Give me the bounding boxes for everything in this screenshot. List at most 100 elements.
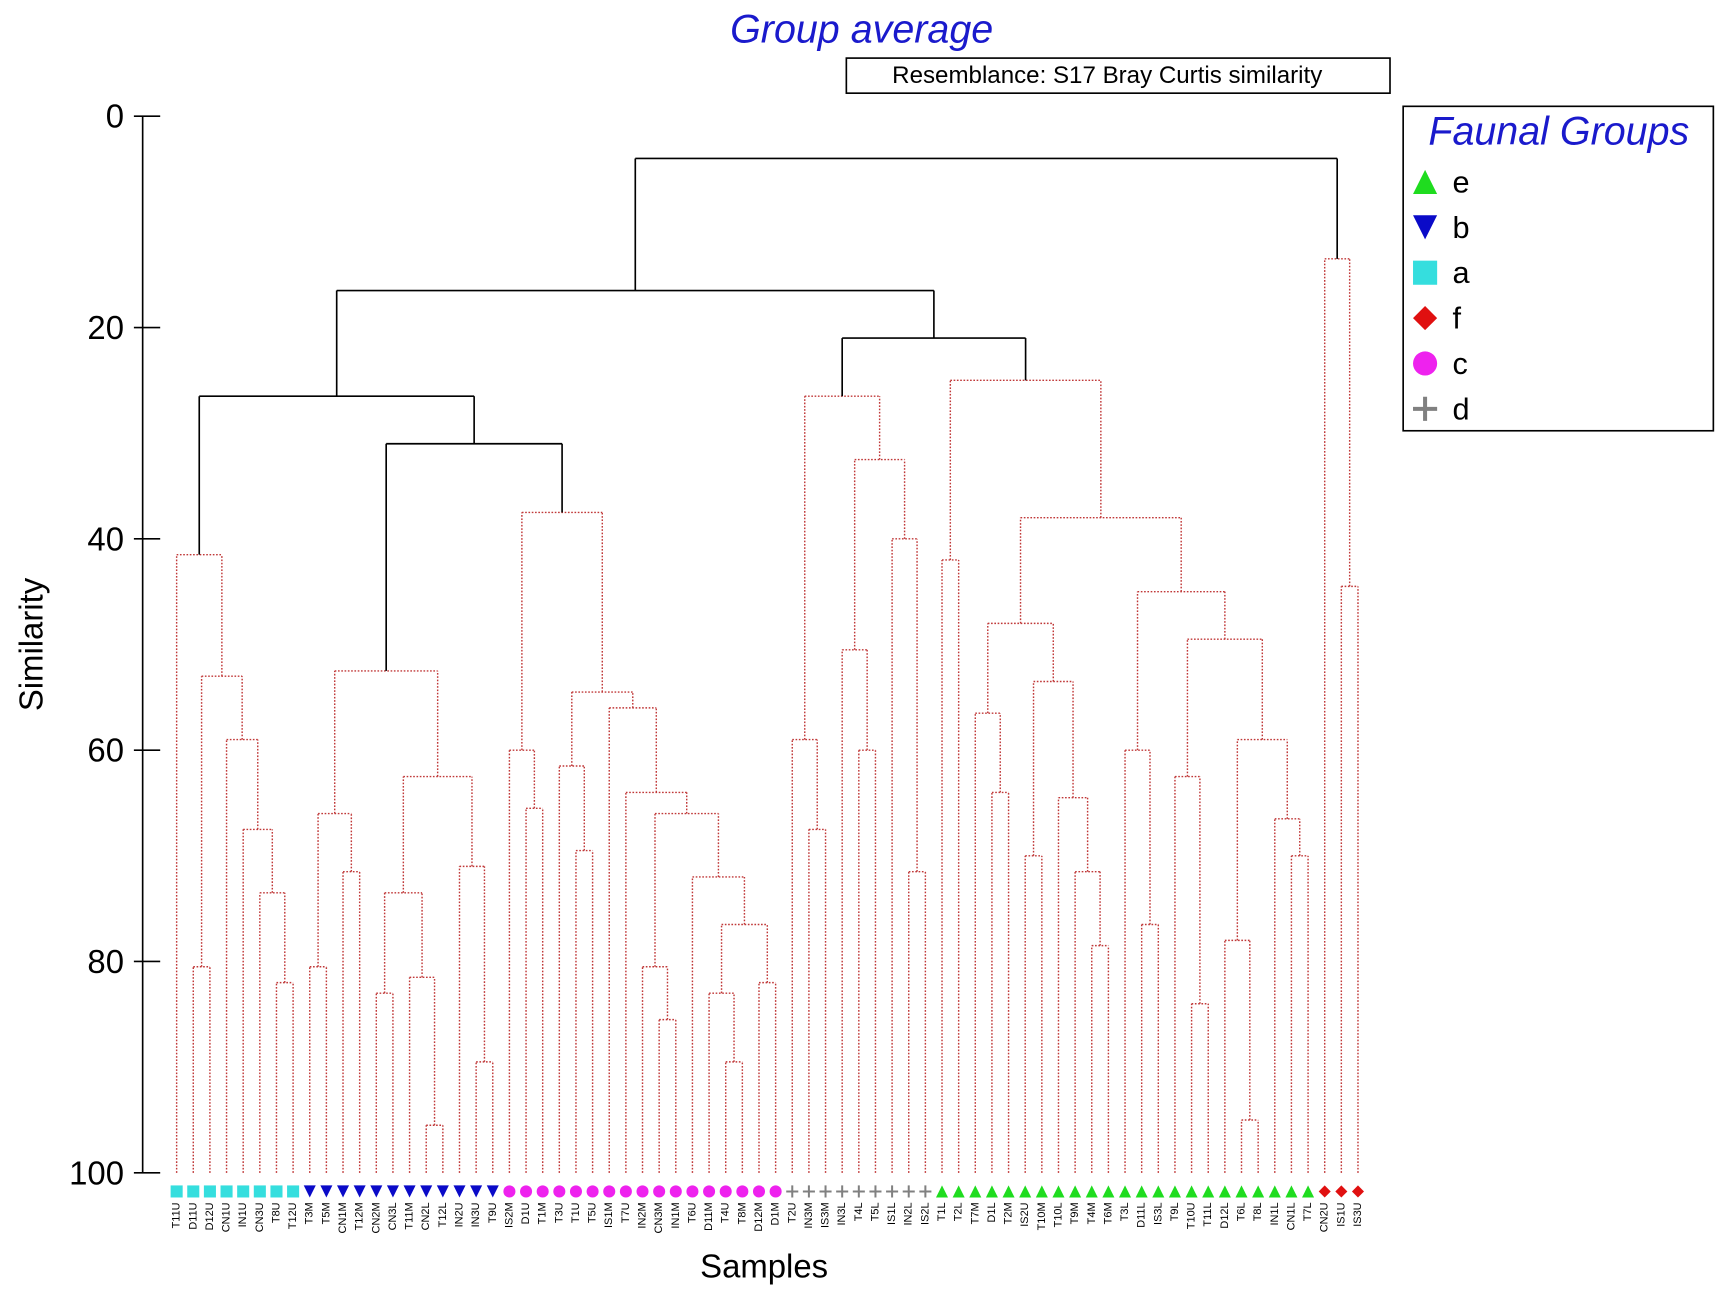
marker [1318, 1185, 1331, 1198]
leaf-label: IS3U [1352, 1202, 1364, 1226]
y-tick-label: 100 [69, 1154, 124, 1191]
leaf-label: T3M [304, 1202, 316, 1224]
marker [952, 1185, 965, 1198]
marker [1085, 1185, 1098, 1198]
leaf-label: D1U [520, 1202, 532, 1224]
marker [470, 1185, 483, 1198]
leaf-label: IN2L [903, 1202, 915, 1225]
leaf-label: CN1U [221, 1202, 233, 1232]
marker [370, 1185, 383, 1198]
leaf-label: IS2M [503, 1202, 515, 1228]
marker [1135, 1185, 1148, 1198]
leaf-label: IN3U [470, 1202, 482, 1227]
leaf-label: T4L [853, 1202, 865, 1221]
leaf-label: T11L [1202, 1202, 1214, 1226]
leaf-label: T8M [736, 1202, 748, 1224]
leaf-label: D11M [703, 1202, 715, 1230]
marker [386, 1185, 399, 1198]
marker [287, 1185, 300, 1198]
leaf-label: T3U [553, 1202, 565, 1223]
leaf-label: T10L [1052, 1202, 1064, 1227]
leaf-label: T5U [587, 1202, 599, 1223]
marker [636, 1185, 649, 1198]
marker [603, 1185, 616, 1198]
leaf-label: CN2U [1319, 1202, 1331, 1232]
leaf-label: IN2U [453, 1202, 465, 1227]
leaf-label: T1M [537, 1202, 549, 1224]
x-axis-label: Samples [700, 1247, 828, 1284]
marker [1252, 1185, 1265, 1198]
marker [686, 1185, 699, 1198]
leaf-label: IN1L [1269, 1202, 1281, 1225]
marker [902, 1185, 915, 1198]
chart-title: Group average [730, 8, 993, 52]
marker [1351, 1185, 1365, 1198]
y-tick-label: 60 [87, 732, 124, 769]
marker [1152, 1185, 1165, 1198]
marker [919, 1185, 932, 1198]
marker [237, 1185, 250, 1198]
leaf-label: T7L [1302, 1202, 1314, 1221]
marker [1019, 1185, 1032, 1198]
legend-label: a [1452, 255, 1470, 290]
leaf-label: IS1M [603, 1202, 615, 1228]
marker [320, 1185, 333, 1198]
marker [353, 1185, 366, 1198]
leaf-label: T6L [1236, 1202, 1248, 1221]
leaf-label: T11U [171, 1202, 183, 1228]
marker [569, 1185, 582, 1198]
leaf-label: T7U [620, 1202, 632, 1223]
marker [270, 1185, 283, 1198]
marker [303, 1185, 316, 1198]
leaf-label: IS2U [1019, 1202, 1031, 1226]
leaf-label: D1M [770, 1202, 782, 1225]
marker [420, 1185, 433, 1198]
leaf-label: T6M [1102, 1202, 1114, 1224]
marker [586, 1185, 599, 1198]
marker [969, 1185, 982, 1198]
leaf-label: D12L [1219, 1202, 1231, 1228]
y-tick-label: 20 [87, 309, 124, 346]
leaf-label: T5M [320, 1202, 332, 1224]
marker [1035, 1185, 1048, 1198]
marker [669, 1185, 682, 1198]
leaf-label: T8L [1252, 1202, 1264, 1221]
leaf-label: T8U [270, 1202, 282, 1223]
leaf-label: T4U [720, 1202, 732, 1223]
leaf-label: IN3M [803, 1202, 815, 1228]
marker [436, 1185, 449, 1198]
marker [553, 1185, 566, 1198]
marker [819, 1185, 832, 1198]
leaf-label: CN1M [337, 1202, 349, 1233]
leaf-label: CN3U [254, 1202, 266, 1232]
y-tick-label: 0 [106, 98, 124, 135]
leaf-label: CN3M [653, 1202, 665, 1233]
leaf-label: CN3L [387, 1202, 399, 1230]
y-tick-label: 40 [87, 520, 124, 557]
leaf-label: IN2M [637, 1202, 649, 1228]
marker [520, 1185, 533, 1198]
marker [985, 1185, 998, 1198]
marker [653, 1185, 666, 1198]
leaf-label: D1L [986, 1202, 998, 1222]
marker [935, 1185, 949, 1198]
marker [1069, 1185, 1082, 1198]
marker [1235, 1185, 1248, 1198]
marker [1413, 260, 1438, 285]
leaf-label: IS3M [820, 1202, 832, 1228]
leaf-label: IS2L [919, 1202, 931, 1225]
marker [403, 1185, 416, 1198]
leaf-label: T10M [1036, 1202, 1048, 1230]
leaf-label: T9M [1069, 1202, 1081, 1224]
marker [1413, 215, 1438, 240]
leaf-label: IN3L [836, 1202, 848, 1225]
marker [1052, 1185, 1065, 1198]
leaf-label: IN1U [237, 1202, 249, 1227]
marker [1202, 1185, 1215, 1198]
leaf-label: T5L [869, 1202, 881, 1221]
marker [769, 1185, 782, 1198]
legend-box [1402, 105, 1715, 432]
marker [836, 1185, 849, 1198]
